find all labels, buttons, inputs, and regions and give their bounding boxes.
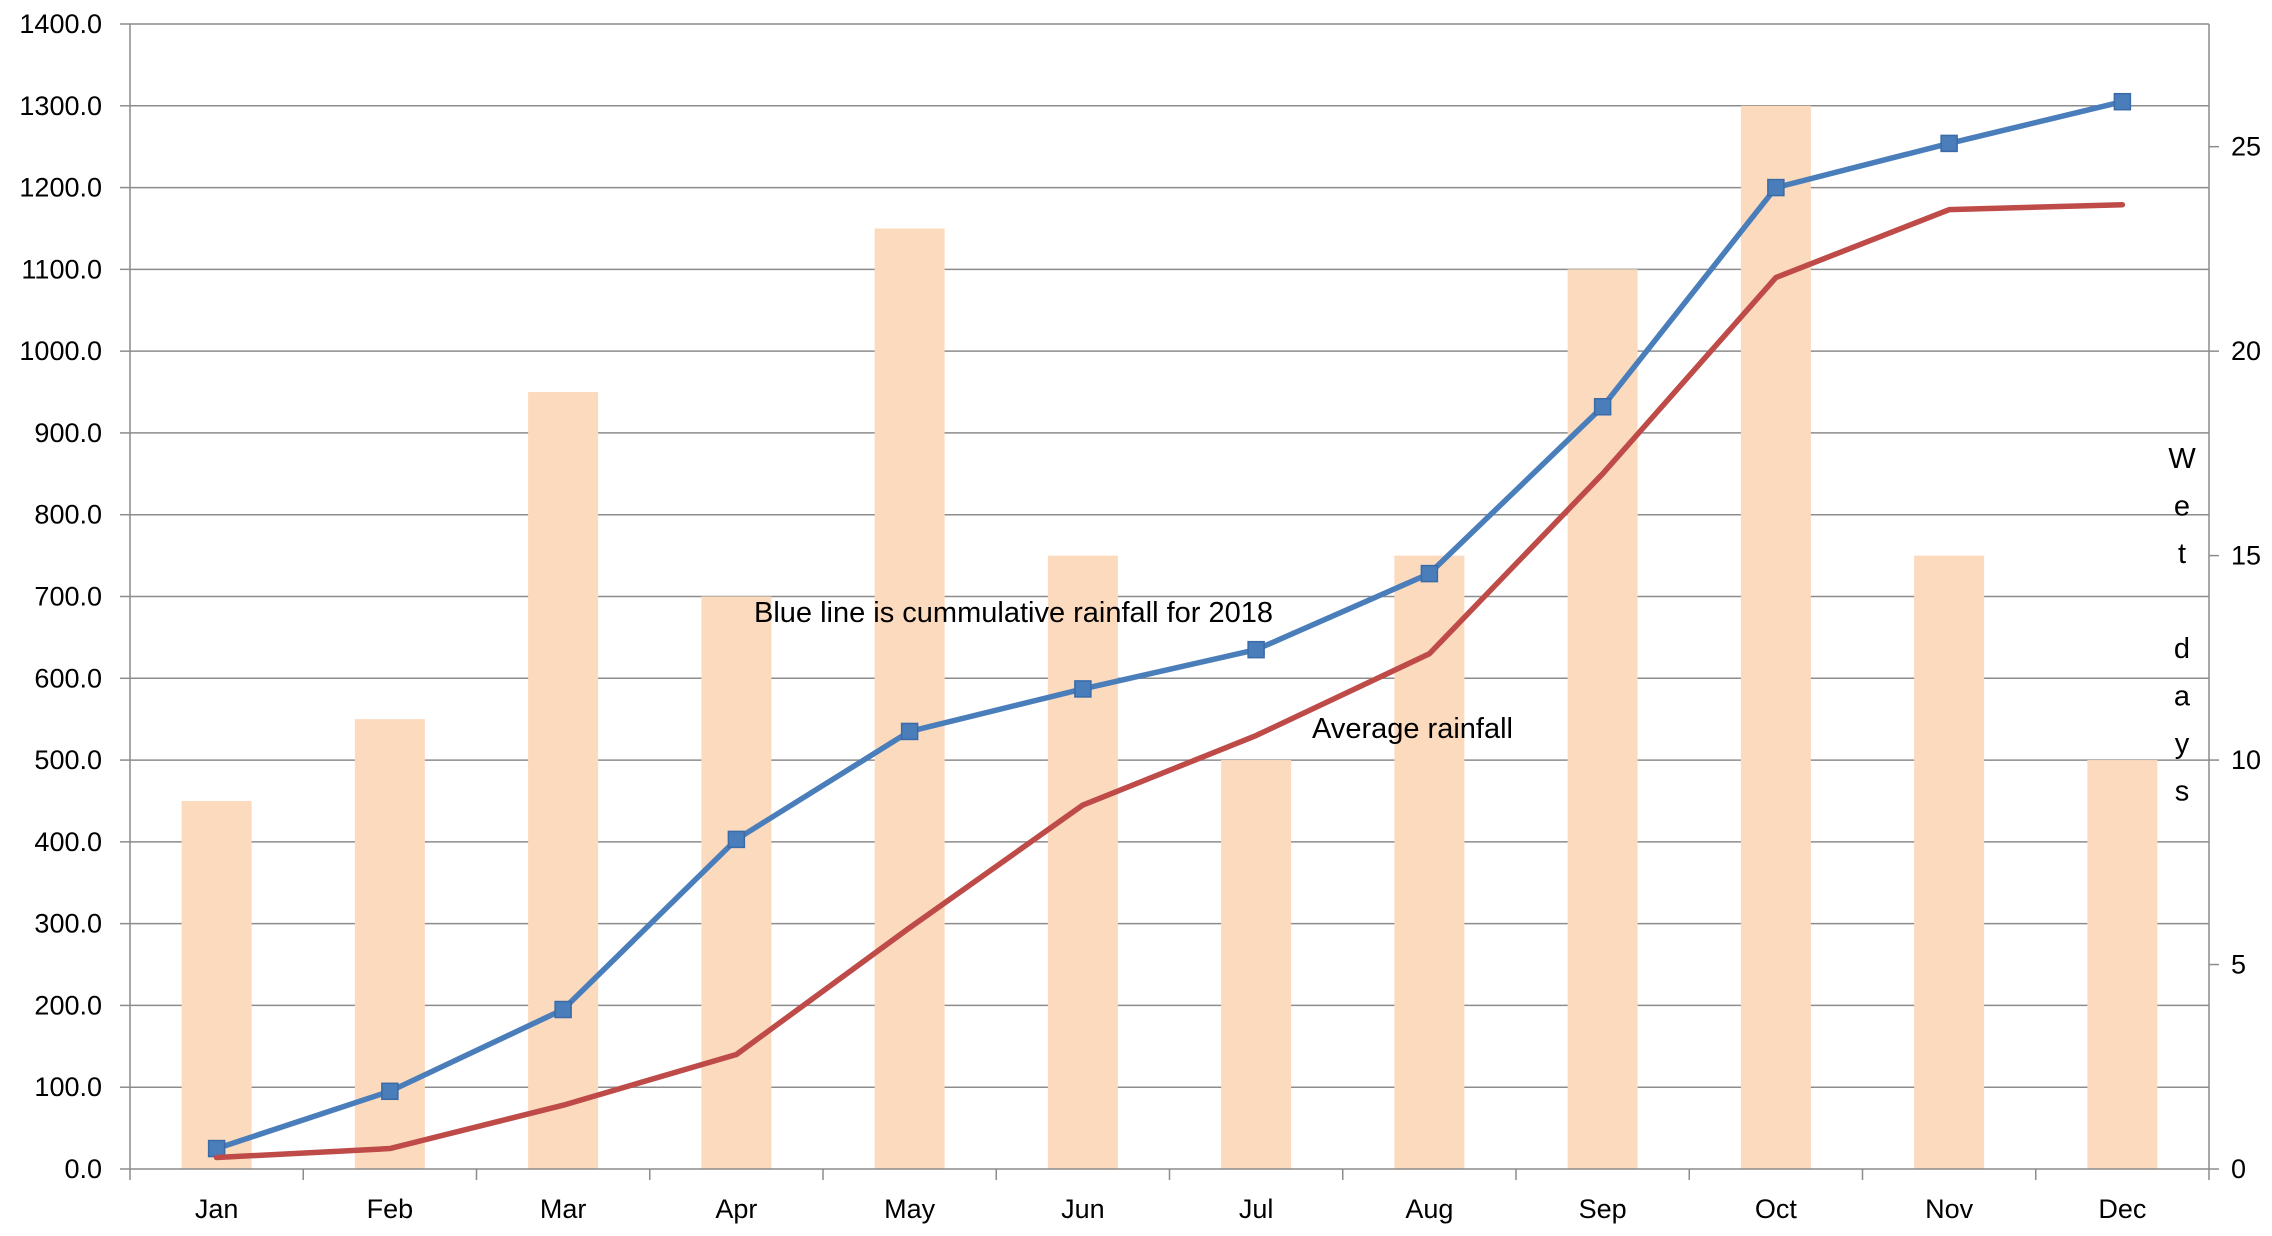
annotation-average-rainfall: Average rainfall	[1312, 713, 1513, 745]
right-axis-tick-label: 20	[2231, 336, 2261, 366]
x-axis-tick-label: Dec	[2098, 1194, 2146, 1224]
left-axis-tick-label: 500.0	[34, 745, 102, 775]
right-axis-title-letter: W	[2168, 443, 2196, 475]
cumulative-2018-marker	[554, 1000, 572, 1019]
cumulative-2018-marker	[1593, 398, 1612, 416]
x-axis-tick-label: Sep	[1579, 1194, 1627, 1224]
wet-days-bar	[528, 392, 599, 1169]
x-axis-tick-label: Feb	[367, 1194, 414, 1224]
x-axis-tick-label: Jun	[1061, 1194, 1105, 1224]
left-axis-tick-label: 300.0	[34, 909, 102, 939]
cumulative-2018-line	[213, 98, 2126, 1152]
cumulative-2018-marker	[727, 830, 746, 849]
cumulative-2018-marker	[2113, 92, 2132, 111]
right-axis-title-letter: s	[2175, 776, 2190, 808]
tick-labels: 0.0 100.0 200.0 300.0 400.0 500.0 600.0 700.0 80…	[19, 9, 2261, 1224]
right-axis-title-letter: y	[2175, 728, 2190, 760]
x-axis-tick-label: Aug	[1405, 1194, 1453, 1224]
wet-days-bar	[1740, 105, 1811, 1169]
left-axis-tick-label: 600.0	[34, 663, 102, 693]
wet-days-bar	[181, 800, 252, 1169]
x-axis-tick-label: Apr	[715, 1194, 757, 1224]
x-axis-tick-label: Mar	[540, 1194, 587, 1224]
left-axis-tick-label: 100.0	[34, 1072, 102, 1102]
cumulative-2018-marker	[381, 1082, 399, 1101]
left-axis-tick-label: 200.0	[34, 990, 102, 1020]
right-axis-tick-label: 15	[2231, 541, 2261, 571]
average-rainfall-line	[213, 201, 2126, 1161]
cumulative-2018-marker	[1767, 178, 1785, 197]
left-axis-tick-label: 800.0	[34, 500, 102, 530]
right-axis-tick-label: 5	[2231, 950, 2246, 980]
axes	[120, 23, 2219, 1180]
wet-days-bar	[874, 228, 945, 1169]
gridlines	[130, 23, 2209, 1088]
left-axis-tick-label: 700.0	[34, 582, 102, 612]
left-axis-tick-label: 1200.0	[19, 173, 102, 203]
right-axis-title-letter: d	[2174, 633, 2190, 665]
rainfall-lines	[207, 92, 2132, 1161]
left-axis-tick-label: 1300.0	[19, 91, 102, 121]
cumulative-2018-marker	[1074, 680, 1092, 698]
x-axis-tick-label: Jul	[1239, 1194, 1274, 1224]
right-axis-tick-label: 0	[2231, 1154, 2246, 1184]
right-axis-tick-label: 10	[2231, 745, 2261, 775]
wet-days-bars	[181, 105, 2158, 1169]
right-axis-title-letter: a	[2174, 681, 2191, 713]
cumulative-2018-marker	[900, 722, 919, 741]
wet-days-bar	[1914, 555, 1985, 1169]
x-axis-tick-label: Jan	[195, 1194, 239, 1224]
wet-days-bar	[1394, 555, 1465, 1169]
cumulative-2018-marker	[1940, 134, 1958, 153]
left-axis-tick-label: 1100.0	[21, 254, 102, 284]
left-axis-tick-label: 400.0	[34, 827, 102, 857]
annotation-blue-line: Blue line is cummulative rainfall for 20…	[754, 597, 1273, 629]
x-axis-tick-label: Nov	[1925, 1194, 1974, 1224]
wet-days-bar	[1047, 555, 1118, 1169]
cumulative-2018-marker	[207, 1139, 226, 1158]
right-axis-title-letter: t	[2178, 538, 2186, 570]
x-axis-tick-label: Oct	[1755, 1194, 1798, 1224]
left-axis-tick-label: 1400.0	[19, 9, 102, 39]
right-axis-tick-label: 25	[2231, 132, 2261, 162]
x-axis-tick-label: May	[884, 1194, 936, 1224]
left-axis-tick-label: 0.0	[64, 1154, 102, 1184]
left-axis-tick-label: 900.0	[34, 418, 102, 448]
right-axis-title-letter: e	[2174, 491, 2190, 523]
wet-days-bar	[1221, 760, 1292, 1169]
wet-days-bar	[2087, 760, 2158, 1169]
left-axis-tick-label: 1000.0	[19, 336, 102, 366]
cumulative-2018-marker	[1420, 564, 1439, 583]
wet-days-bar	[1567, 269, 1638, 1169]
wet-days-bar	[701, 596, 772, 1169]
cumulative-2018-marker	[1247, 640, 1265, 659]
